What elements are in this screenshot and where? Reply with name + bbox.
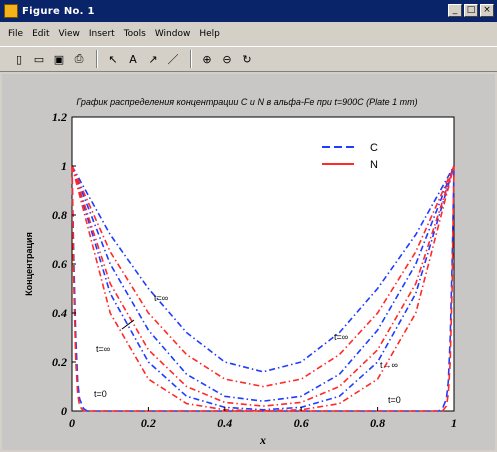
axes-box: [71, 116, 455, 412]
title-bar[interactable]: Figure No. 1 _ □ ×: [0, 0, 497, 22]
annotation-label: t=∞: [96, 344, 110, 354]
series-line-0: [71, 165, 455, 373]
menu-window[interactable]: Window: [154, 29, 191, 39]
close-button[interactable]: ×: [480, 4, 494, 17]
minimize-button[interactable]: _: [448, 4, 462, 17]
series-line-3: [71, 165, 455, 412]
figure-canvas[interactable]: График распределения концентрации C и N …: [2, 74, 495, 450]
series-line-2: [71, 165, 455, 411]
menu-tools[interactable]: Tools: [123, 29, 146, 39]
series-line-5: [71, 165, 455, 407]
annotation-label: t=∞: [154, 293, 168, 303]
arrow-pointer-icon[interactable]: ↖: [108, 52, 118, 66]
plot-svg: График распределения концентрации C и N …: [24, 97, 457, 447]
annotation-arrow: [121, 319, 135, 330]
menu-view[interactable]: View: [58, 29, 80, 39]
tick-layer: 0 0.2 0.4 0.6 0.8 1 0 0.2 0.4 0.6 0.8 1 1.2: [52, 110, 457, 430]
print-icon[interactable]: ⎙: [74, 52, 84, 65]
series-layer: [71, 165, 455, 412]
x-tick-label: 0.2: [141, 416, 156, 430]
x-tick-label: 0: [69, 416, 75, 430]
text-insert-icon[interactable]: A: [129, 52, 137, 66]
y-tick-label: 0.4: [52, 306, 67, 320]
menu-help[interactable]: Help: [199, 29, 220, 39]
y-tick-label: 1.2: [52, 110, 67, 124]
y-tick-label: 1: [61, 159, 67, 173]
x-tick-label: 1: [451, 416, 457, 430]
matlab-app-icon: [4, 4, 18, 18]
y-tick-label: 0.8: [52, 208, 67, 222]
zoom-in-icon[interactable]: ⊕: [202, 52, 212, 66]
y-tick-label: 0.6: [52, 257, 67, 271]
maximize-button[interactable]: □: [464, 4, 478, 17]
series-line-6: [71, 165, 455, 412]
figure-toolbar: ▯ ▭ ▣ ⎙ ↖ A ↗ ／ ⊕ ⊖ ↻: [0, 46, 497, 72]
save-icon[interactable]: ▣: [53, 52, 65, 66]
arrow-insert-icon[interactable]: ↗: [148, 52, 158, 66]
new-file-icon[interactable]: ▯: [15, 52, 23, 66]
toolbar-separator: [190, 50, 192, 68]
line-insert-icon[interactable]: ／: [167, 53, 179, 66]
legend: C N: [322, 142, 378, 171]
annotation-label: t=0: [388, 395, 401, 405]
y-axis-label: Концентрация: [24, 232, 34, 296]
window-title: Figure No. 1: [22, 5, 95, 17]
x-tick-label: 0.8: [370, 416, 385, 430]
y-tick-label: 0: [61, 404, 67, 418]
menu-bar: File Edit View Insert Tools Window Help: [0, 24, 497, 44]
y-tick-label: 0.2: [52, 355, 67, 369]
annotation-label: t=0: [94, 389, 107, 399]
rotate-icon[interactable]: ↻: [242, 52, 252, 66]
menu-edit[interactable]: Edit: [32, 29, 50, 39]
x-tick-label: 0.6: [294, 416, 309, 430]
x-axis-label: x: [259, 433, 266, 447]
legend-label-n: N: [370, 159, 378, 171]
menu-insert[interactable]: Insert: [88, 29, 115, 39]
series-line-1: [71, 165, 455, 403]
toolbar-separator: [96, 50, 98, 68]
zoom-out-icon[interactable]: ⊖: [222, 52, 232, 66]
window-controls: _ □ ×: [448, 4, 494, 17]
annotation-label: t=∞: [334, 332, 348, 342]
series-line-4: [71, 165, 455, 388]
annotation-label: t→∞: [380, 360, 398, 370]
open-folder-icon[interactable]: ▭: [33, 52, 45, 66]
menu-file[interactable]: File: [8, 29, 24, 39]
x-tick-label: 0.4: [217, 416, 232, 430]
annotations: t=∞ t=∞ t=∞ t→∞ t=0 t=0: [94, 293, 401, 405]
plot-title: График распределения концентрации C и N …: [76, 97, 417, 107]
legend-label-c: C: [370, 142, 378, 154]
